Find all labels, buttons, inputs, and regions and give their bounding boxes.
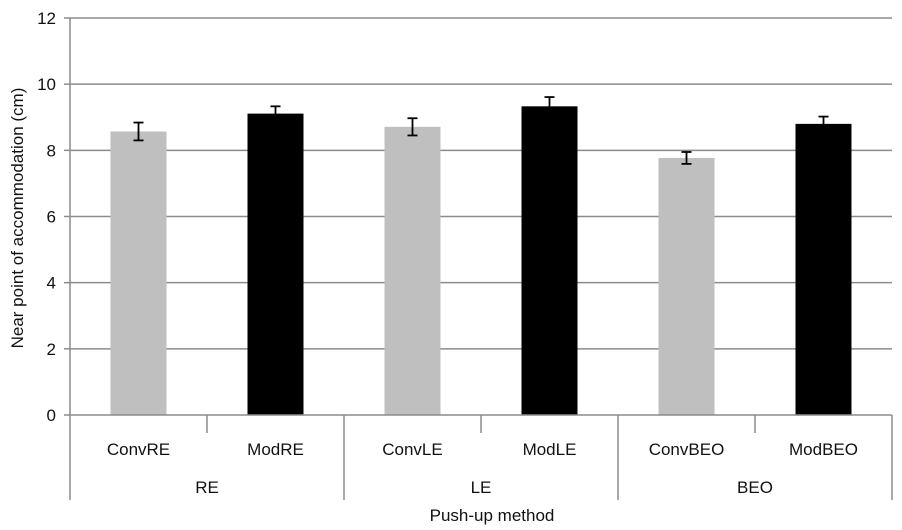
axes: [64, 17, 893, 500]
error-bars: [133, 96, 829, 165]
bar-ModLE: [521, 106, 578, 416]
category-label: ConvBEO: [649, 440, 725, 459]
category-label: ConvRE: [107, 440, 170, 459]
bar-ConvBEO: [658, 157, 715, 415]
y-tick-label: 12: [37, 9, 56, 28]
group-label: LE: [471, 478, 492, 497]
y-tick-label: 6: [47, 208, 56, 227]
category-label: ModLE: [523, 440, 577, 459]
bar-ModRE: [247, 113, 304, 415]
y-tick-label: 0: [47, 406, 56, 425]
gridlines: [70, 17, 892, 350]
y-tick-label: 8: [47, 141, 56, 160]
category-label: ModRE: [247, 440, 304, 459]
y-tick-label: 10: [37, 75, 56, 94]
labels: 0 2 4 6 8 10 12 ConvRE ModRE ConvLE ModLE ConvBEO Mo…: [37, 9, 858, 497]
category-label: ConvLE: [382, 440, 442, 459]
y-axis-title: Near point of accommodation (cm): [8, 88, 27, 349]
bar-ConvRE: [110, 131, 167, 415]
bar-ModBEO: [795, 123, 852, 415]
bars: [110, 106, 852, 416]
bar-ConvLE: [384, 126, 441, 415]
y-tick-label: 2: [47, 340, 56, 359]
category-label: ModBEO: [789, 440, 858, 459]
group-label: BEO: [737, 478, 773, 497]
group-label: RE: [195, 478, 219, 497]
y-tick-label: 4: [47, 274, 56, 293]
x-axis-title: Push-up method: [430, 506, 555, 525]
